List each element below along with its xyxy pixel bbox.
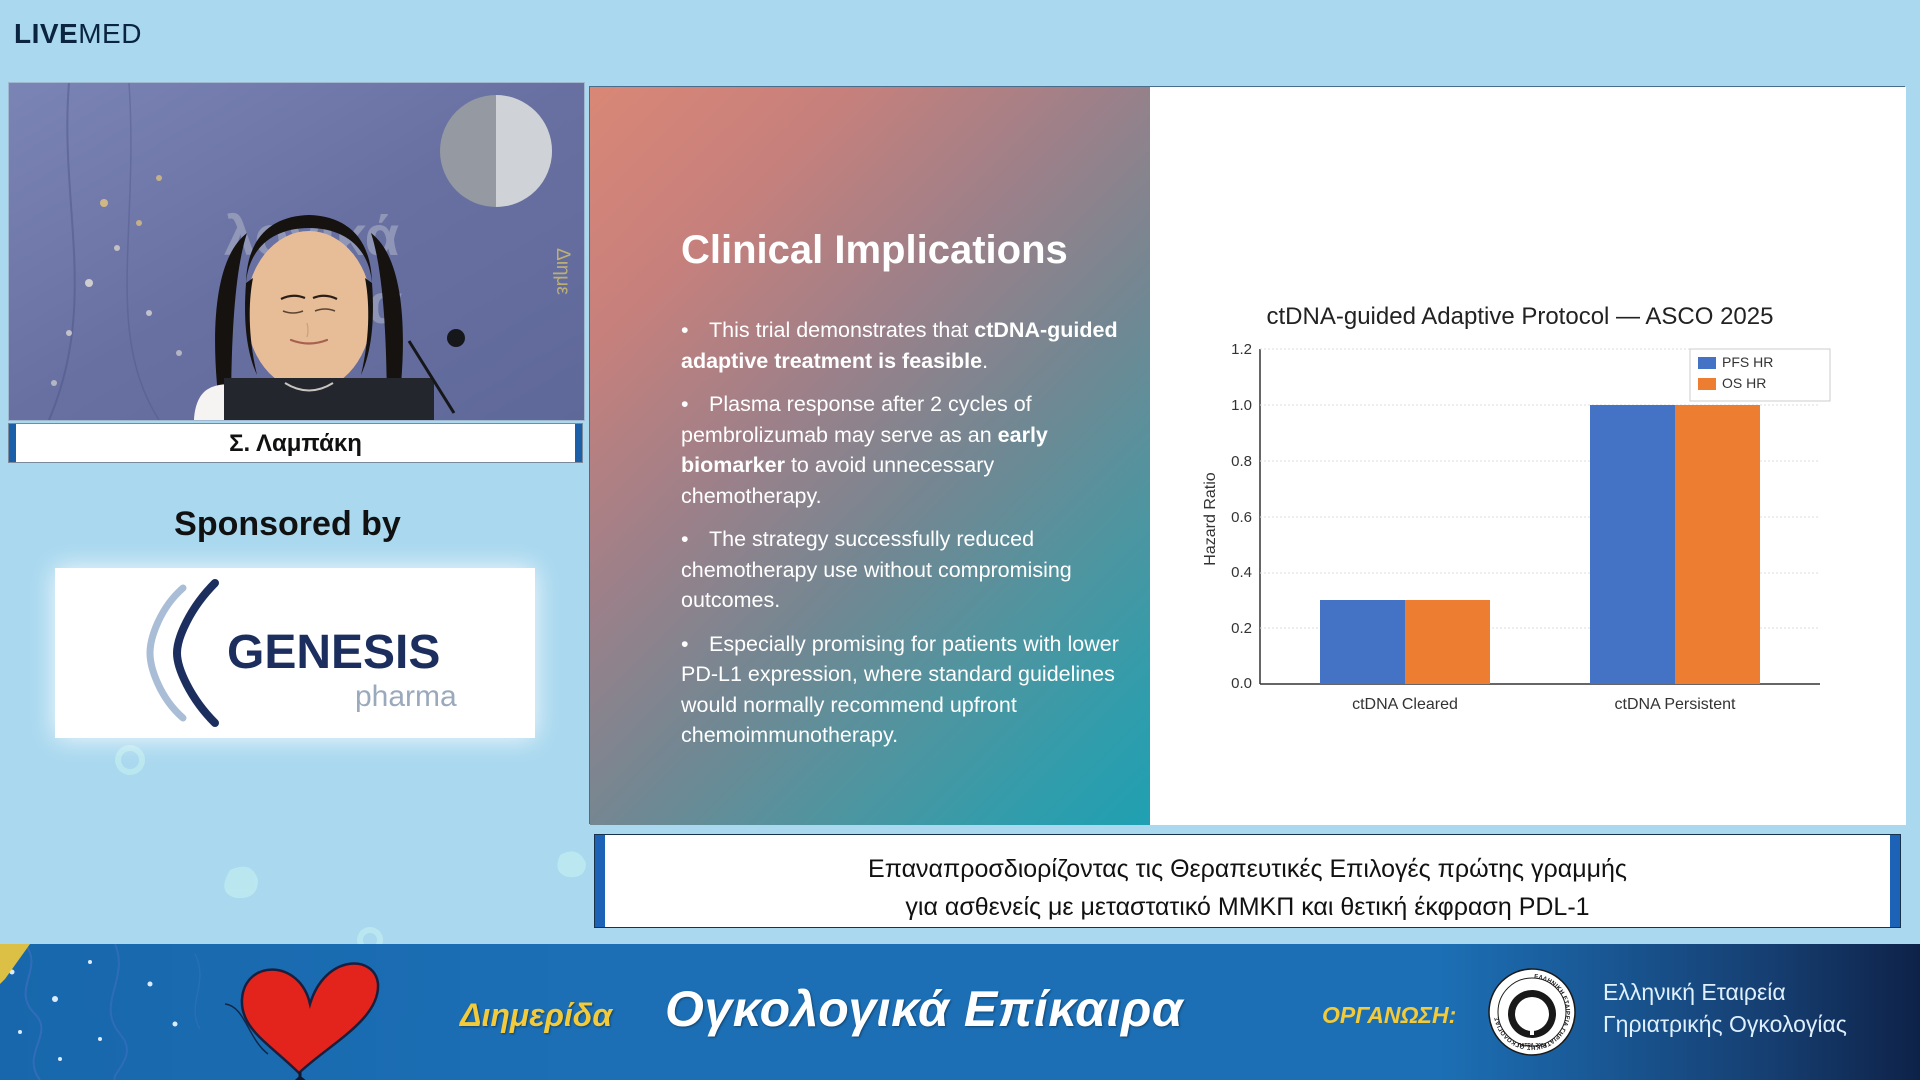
svg-text:0.0: 0.0 bbox=[1231, 675, 1252, 692]
svg-text:Hazard Ratio: Hazard Ratio bbox=[1202, 472, 1219, 565]
svg-text:OS HR: OS HR bbox=[1722, 375, 1766, 391]
svg-text:1.2: 1.2 bbox=[1231, 341, 1252, 358]
svg-text:0.4: 0.4 bbox=[1231, 564, 1252, 581]
svg-text:PFS HR: PFS HR bbox=[1722, 354, 1773, 370]
svg-text:1.0: 1.0 bbox=[1231, 397, 1252, 414]
svg-text:ctDNA Persistent: ctDNA Persistent bbox=[1615, 696, 1736, 713]
svg-text:GENESIS: GENESIS bbox=[227, 626, 440, 679]
svg-text:0.6: 0.6 bbox=[1231, 509, 1252, 526]
svg-text:ctDNA Cleared: ctDNA Cleared bbox=[1352, 696, 1458, 713]
svg-text:0.2: 0.2 bbox=[1231, 620, 1252, 637]
svg-text:ctDNA-guided Adaptive Protocol: ctDNA-guided Adaptive Protocol — ASCO 20… bbox=[1267, 303, 1774, 330]
svg-text:0.8: 0.8 bbox=[1231, 453, 1252, 470]
svg-text:pharma: pharma bbox=[355, 680, 457, 713]
svg-text:ΠΑΤΡΑ 2004: ΠΑΤΡΑ 2004 bbox=[1518, 1043, 1547, 1049]
